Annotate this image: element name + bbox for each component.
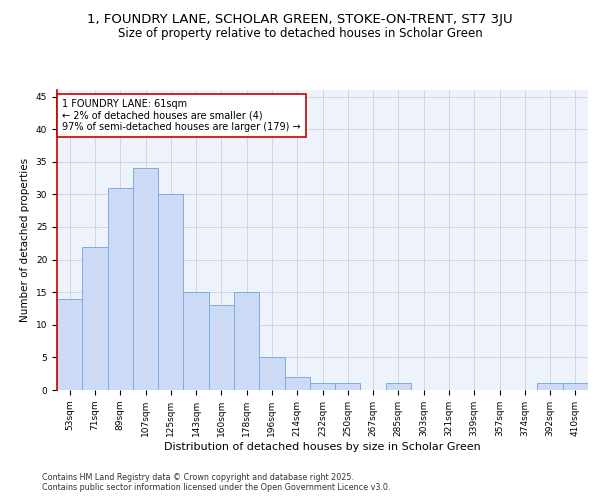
Bar [386,384,411,390]
Bar [310,384,335,390]
Bar [107,188,133,390]
Bar [57,298,82,390]
Text: Contains public sector information licensed under the Open Government Licence v3: Contains public sector information licen… [42,484,391,492]
Text: Size of property relative to detached houses in Scholar Green: Size of property relative to detached ho… [118,28,482,40]
Bar [158,194,184,390]
Y-axis label: Number of detached properties: Number of detached properties [20,158,30,322]
Text: 1 FOUNDRY LANE: 61sqm
← 2% of detached houses are smaller (4)
97% of semi-detach: 1 FOUNDRY LANE: 61sqm ← 2% of detached h… [62,99,301,132]
Bar [538,384,563,390]
Bar [234,292,259,390]
Bar [209,305,234,390]
Bar [133,168,158,390]
Bar [259,358,284,390]
Bar [335,384,361,390]
Text: 1, FOUNDRY LANE, SCHOLAR GREEN, STOKE-ON-TRENT, ST7 3JU: 1, FOUNDRY LANE, SCHOLAR GREEN, STOKE-ON… [87,12,513,26]
Bar [563,384,588,390]
Bar [82,246,107,390]
Bar [184,292,209,390]
Bar [284,377,310,390]
X-axis label: Distribution of detached houses by size in Scholar Green: Distribution of detached houses by size … [164,442,481,452]
Text: Contains HM Land Registry data © Crown copyright and database right 2025.: Contains HM Land Registry data © Crown c… [42,472,354,482]
